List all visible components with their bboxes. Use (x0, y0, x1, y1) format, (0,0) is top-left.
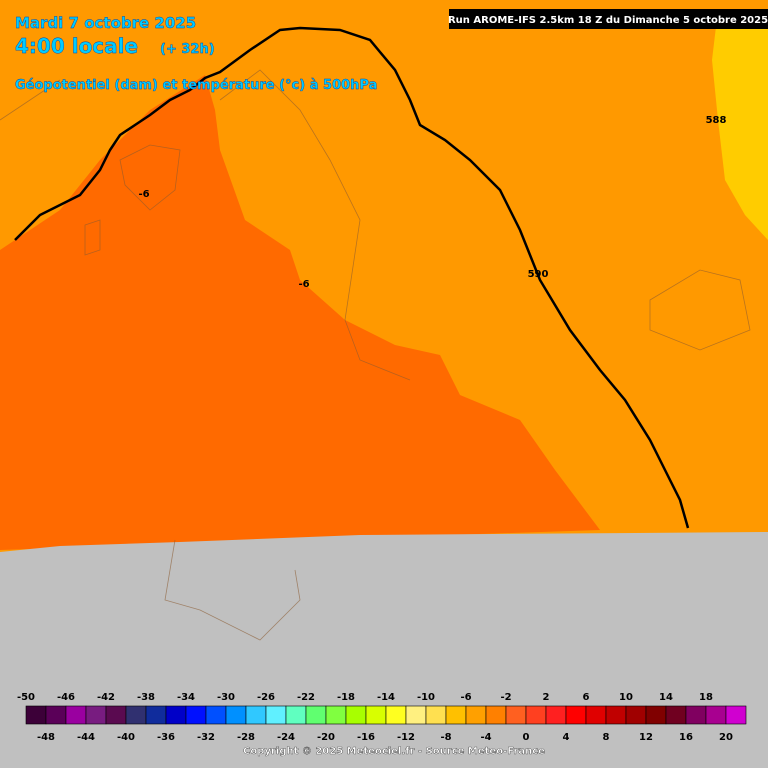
legend-swatch (345, 705, 367, 725)
warm-region (712, 10, 768, 240)
run-info: Run AROME-IFS 2.5km 18 Z du Dimanche 5 o… (448, 15, 768, 26)
legend-swatch (365, 705, 387, 725)
legend-swatch (105, 705, 127, 725)
legend-label: 8 (603, 732, 610, 743)
legend-label: 16 (679, 732, 693, 743)
legend-label: 4 (563, 732, 570, 743)
legend-swatch (165, 705, 187, 725)
legend-swatch (385, 705, 407, 725)
legend-swatch (325, 705, 347, 725)
colorbar: -50-48-46-44-42-40-38-36-34-32-30-28-26-… (17, 692, 747, 743)
legend-swatch (525, 705, 547, 725)
legend-label: -24 (277, 732, 295, 743)
legend-label: 2 (543, 692, 550, 703)
legend-swatch (505, 705, 527, 725)
legend-label: 20 (719, 732, 733, 743)
legend-swatch (685, 705, 707, 725)
field-title: Géopotentiel (dam) et température (°c) à… (15, 78, 377, 93)
legend-swatch (85, 705, 107, 725)
legend-swatch (145, 705, 167, 725)
legend-label: -38 (137, 692, 155, 703)
legend-label: -44 (77, 732, 95, 743)
legend-swatch (225, 705, 247, 725)
legend-swatch (265, 705, 287, 725)
legend-label: -10 (417, 692, 435, 703)
legend-swatch (565, 705, 587, 725)
legend-swatch (45, 705, 67, 725)
legend-label: -26 (257, 692, 275, 703)
legend-swatch (725, 705, 747, 725)
borders (0, 69, 751, 641)
copyright: Copyright © 2025 Meteociel.fr - Source M… (243, 746, 545, 757)
legend-label: -12 (397, 732, 415, 743)
legend-label: 12 (639, 732, 653, 743)
legend-label: -32 (197, 732, 215, 743)
contour-label: 590 (528, 269, 549, 280)
contour-label: -6 (138, 189, 149, 200)
legend-label: -8 (440, 732, 451, 743)
legend-label: -6 (460, 692, 471, 703)
contour-label: -6 (298, 279, 309, 290)
legend-label: -40 (117, 732, 135, 743)
legend-swatch (405, 705, 427, 725)
legend-label: -20 (317, 732, 335, 743)
cold-region (0, 75, 600, 550)
contour-label: 588 (706, 115, 727, 126)
legend-swatch (245, 705, 267, 725)
legend-label: -42 (97, 692, 115, 703)
legend-swatch (465, 705, 487, 725)
legend-swatch (645, 705, 667, 725)
legend-swatch (65, 705, 87, 725)
legend-swatch (485, 705, 507, 725)
legend-swatch (585, 705, 607, 725)
legend-label: -22 (297, 692, 315, 703)
legend-swatch (605, 705, 627, 725)
lead-time: (+ 32h) (160, 42, 215, 57)
legend-label: 0 (523, 732, 530, 743)
legend-label: 6 (583, 692, 590, 703)
legend-label: -4 (480, 732, 491, 743)
legend-label: -48 (37, 732, 55, 743)
time: 4:00 locale (15, 34, 138, 58)
contour-590 (14, 26, 690, 529)
legend-label: 18 (699, 692, 713, 703)
legend-swatch (125, 705, 147, 725)
legend-label: 10 (619, 692, 633, 703)
legend-label: -34 (177, 692, 195, 703)
legend-label: -36 (157, 732, 175, 743)
legend-label: -18 (337, 692, 355, 703)
legend-swatch (205, 705, 227, 725)
legend-swatch (305, 705, 327, 725)
legend-swatch (545, 705, 567, 725)
legend-label: -46 (57, 692, 75, 703)
legend-swatch (625, 705, 647, 725)
legend-swatch (425, 705, 447, 725)
date: Mardi 7 octobre 2025 (15, 14, 196, 32)
legend-label: -30 (217, 692, 235, 703)
legend-label: 14 (659, 692, 673, 703)
legend-swatch (665, 705, 687, 725)
legend-label: -2 (500, 692, 511, 703)
legend-label: -28 (237, 732, 255, 743)
legend-label: -16 (357, 732, 375, 743)
legend-swatch (285, 705, 307, 725)
legend-label: -14 (377, 692, 395, 703)
run-box (449, 9, 768, 29)
legend-label: -50 (17, 692, 35, 703)
legend-swatch (25, 705, 47, 725)
legend-swatch (185, 705, 207, 725)
legend-swatch (445, 705, 467, 725)
legend-swatch (705, 705, 727, 725)
